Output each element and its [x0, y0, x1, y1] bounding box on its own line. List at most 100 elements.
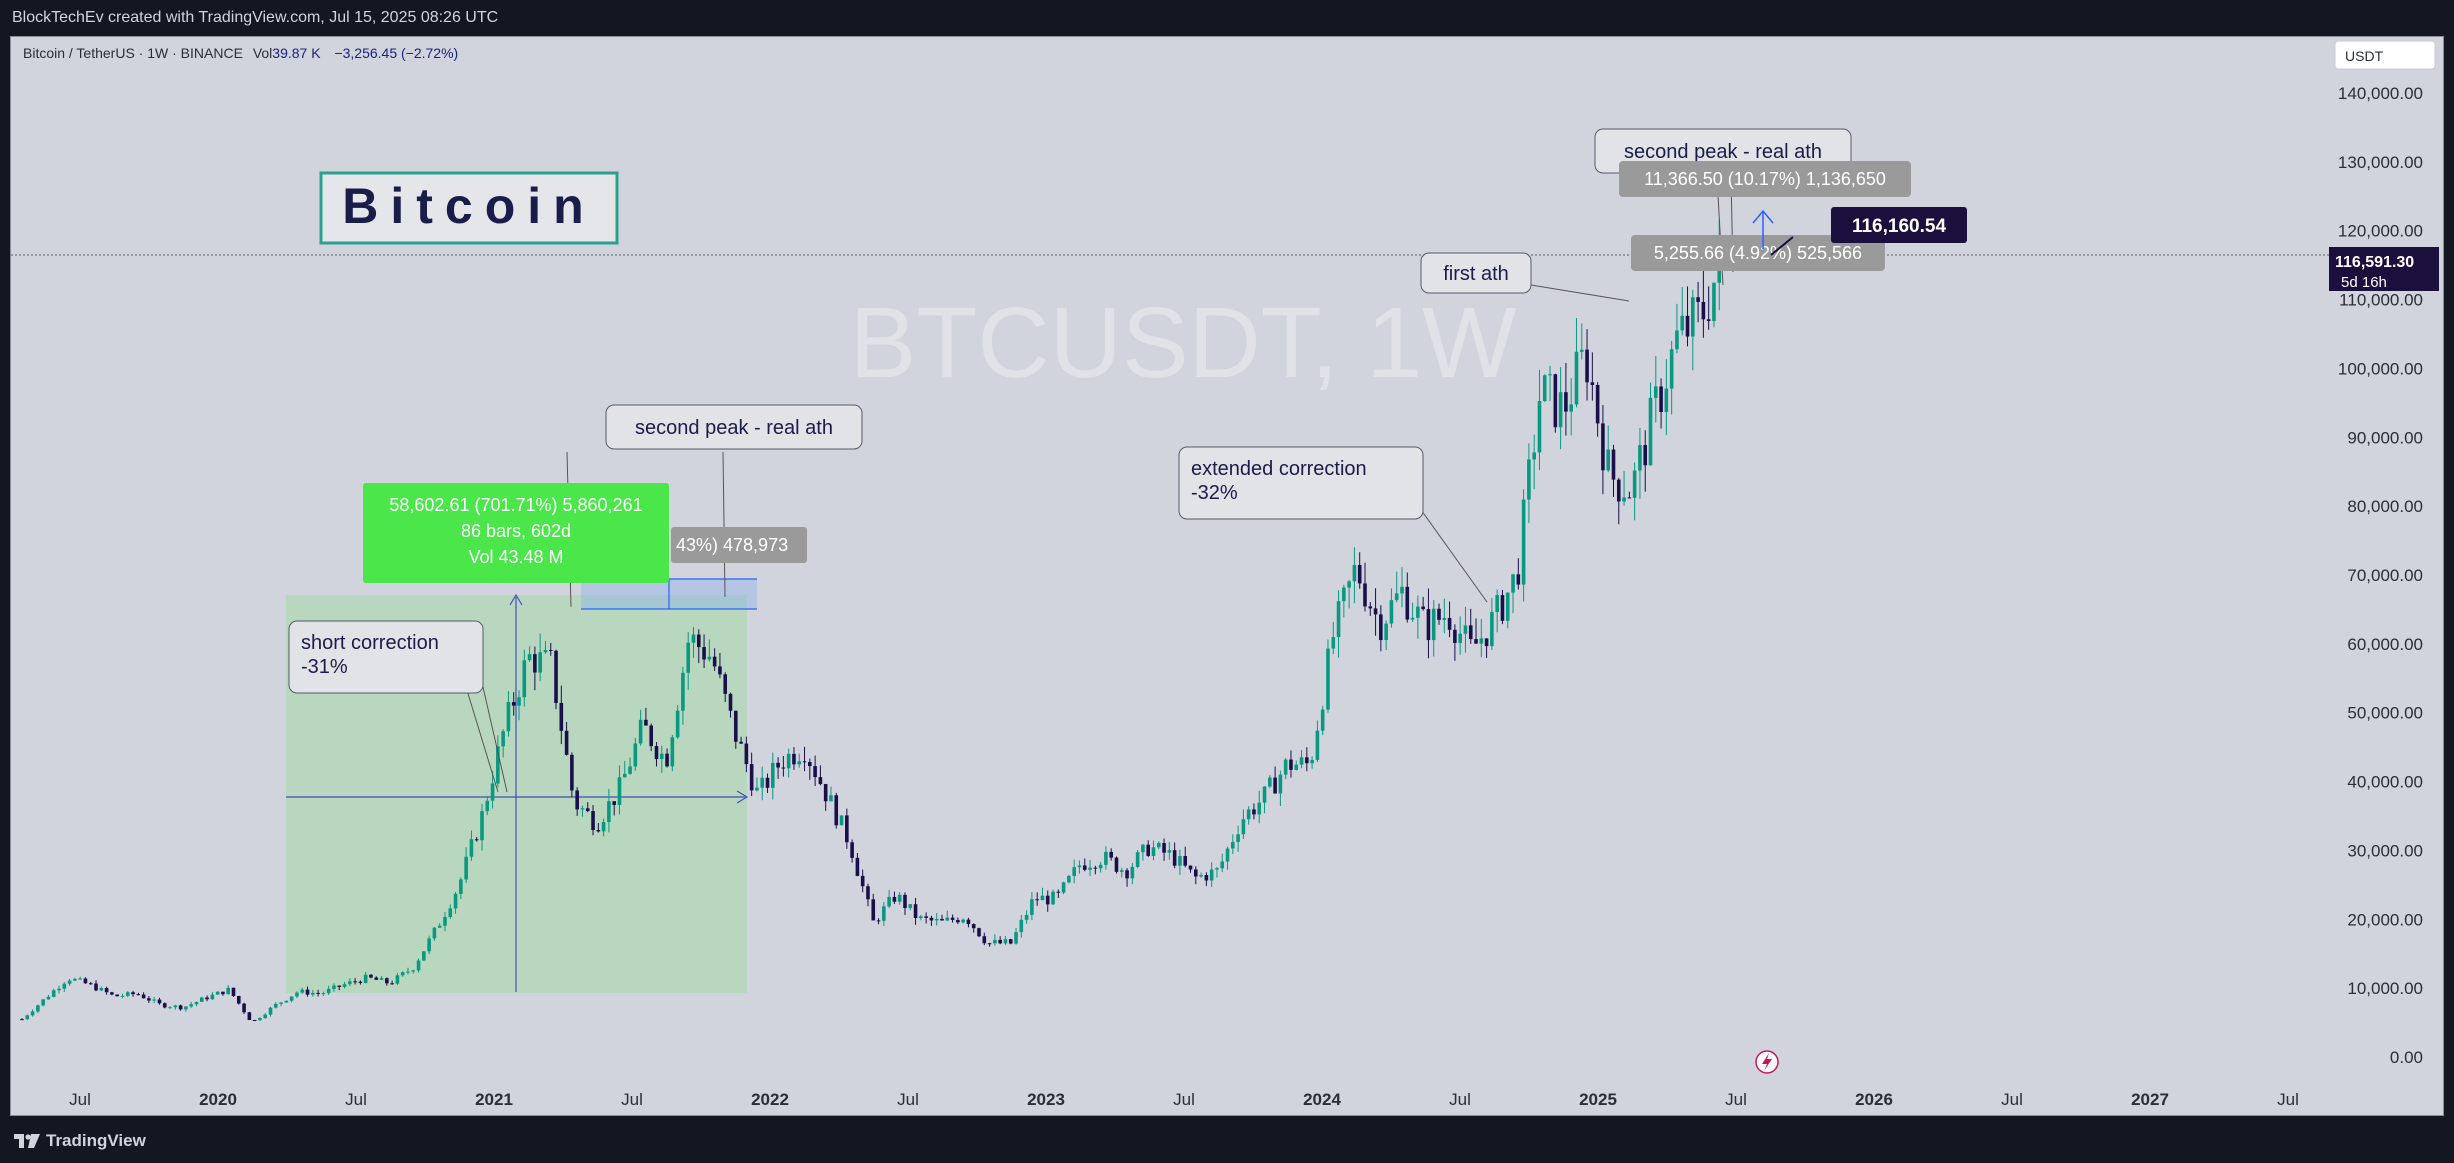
candle-body[interactable]: [1357, 565, 1362, 584]
candle-body[interactable]: [522, 660, 527, 698]
candle-body[interactable]: [1098, 864, 1103, 869]
candle-body[interactable]: [723, 674, 728, 694]
candle-body[interactable]: [422, 951, 426, 961]
candle-body[interactable]: [596, 830, 601, 832]
candle-body[interactable]: [326, 988, 331, 994]
candle-body[interactable]: [67, 980, 72, 984]
candle-body[interactable]: [1453, 629, 1457, 643]
candle-body[interactable]: [1204, 875, 1209, 881]
candle-body[interactable]: [300, 989, 305, 993]
candle-body[interactable]: [1273, 777, 1277, 794]
candle-body[interactable]: [1352, 565, 1357, 582]
candle-body[interactable]: [1437, 608, 1441, 620]
candle-body[interactable]: [802, 761, 807, 763]
candle-body[interactable]: [1193, 869, 1198, 877]
candle-body[interactable]: [1516, 574, 1521, 585]
candle-body[interactable]: [247, 1012, 252, 1021]
candle-body[interactable]: [1542, 375, 1547, 402]
candle-body[interactable]: [1400, 586, 1404, 594]
candle-body[interactable]: [273, 1003, 278, 1008]
candle-body[interactable]: [1495, 595, 1499, 613]
candle-body[interactable]: [25, 1015, 30, 1020]
candle-body[interactable]: [1416, 606, 1420, 618]
candle-body[interactable]: [226, 987, 231, 995]
candle-body[interactable]: [966, 919, 971, 925]
candle-body[interactable]: [342, 984, 347, 987]
candle-body[interactable]: [168, 1007, 172, 1009]
candle-body[interactable]: [1088, 867, 1092, 870]
candle-body[interactable]: [511, 702, 516, 706]
candle-body[interactable]: [971, 924, 976, 929]
candle-body[interactable]: [617, 777, 622, 805]
candle-body[interactable]: [88, 983, 93, 985]
candle-body[interactable]: [1696, 297, 1700, 302]
candle-body[interactable]: [57, 988, 61, 991]
candle-body[interactable]: [882, 906, 886, 921]
candle-body[interactable]: [1447, 618, 1452, 630]
candle-body[interactable]: [638, 719, 643, 744]
candle-body[interactable]: [337, 985, 342, 987]
candle-body[interactable]: [987, 943, 992, 945]
candle-body[interactable]: [305, 989, 310, 995]
candle-body[interactable]: [1109, 851, 1113, 858]
candle-body[interactable]: [1061, 882, 1066, 893]
candle-body[interactable]: [654, 746, 659, 760]
candle-body[interactable]: [115, 994, 119, 997]
candle-body[interactable]: [263, 1014, 268, 1019]
candle-body[interactable]: [612, 801, 616, 805]
candle-body[interactable]: [1553, 374, 1558, 428]
price-axis[interactable]: 0.00 10,000.00 20,000.00 30,000.00 40,000.00…: [2329, 84, 2439, 1067]
candle-body[interactable]: [490, 783, 495, 801]
candle-body[interactable]: [1035, 899, 1039, 901]
candle-body[interactable]: [1003, 939, 1008, 944]
candle-body[interactable]: [358, 981, 363, 983]
candle-body[interactable]: [850, 842, 854, 858]
candle-body[interactable]: [580, 808, 585, 810]
measure-2021-label[interactable]: [671, 527, 807, 563]
candle-body[interactable]: [1188, 865, 1193, 870]
candle-body[interactable]: [1405, 586, 1410, 620]
candle-body[interactable]: [1532, 452, 1536, 460]
candle-body[interactable]: [1215, 868, 1219, 870]
candle-body[interactable]: [1220, 861, 1225, 869]
candle-body[interactable]: [860, 875, 865, 887]
candle-body[interactable]: [1130, 866, 1135, 879]
candle-body[interactable]: [41, 999, 45, 1006]
candle-body[interactable]: [1564, 392, 1568, 412]
candle-body[interactable]: [78, 978, 82, 980]
candle-body[interactable]: [887, 896, 891, 907]
candle-body[interactable]: [1289, 759, 1293, 770]
candle-body[interactable]: [924, 916, 928, 918]
candle-body[interactable]: [332, 985, 336, 989]
candle-body[interactable]: [1500, 595, 1505, 621]
price-callout-label[interactable]: [1831, 207, 1967, 243]
candle-body[interactable]: [1442, 618, 1447, 620]
candle-body[interactable]: [1125, 870, 1129, 879]
candle-body[interactable]: [1384, 623, 1388, 641]
candle-series[interactable]: [20, 219, 1722, 1022]
candle-body[interactable]: [818, 777, 823, 785]
currency-button[interactable]: USDT: [2334, 40, 2436, 70]
candle-body[interactable]: [1241, 819, 1246, 835]
callout-extended-correction[interactable]: extended correction -32%: [1178, 446, 1488, 603]
candle-body[interactable]: [1426, 609, 1431, 641]
candle-body[interactable]: [993, 939, 997, 944]
candle-body[interactable]: [147, 998, 151, 1001]
callout-second-peak-2021[interactable]: second peak - real ath: [566, 404, 863, 608]
measure-range-label[interactable]: [363, 483, 669, 583]
candle-body[interactable]: [284, 1000, 289, 1003]
candle-body[interactable]: [1653, 386, 1658, 398]
candle-body[interactable]: [1326, 648, 1330, 710]
candle-body[interactable]: [231, 987, 236, 997]
candle-body[interactable]: [1511, 574, 1515, 593]
candle-body[interactable]: [585, 808, 590, 812]
candle-body[interactable]: [104, 988, 109, 993]
candle-body[interactable]: [1363, 583, 1367, 607]
candle-body[interactable]: [607, 801, 611, 823]
candle-body[interactable]: [1045, 895, 1050, 905]
candle-body[interactable]: [739, 741, 743, 744]
candle-body[interactable]: [1051, 891, 1055, 905]
candle-body[interactable]: [152, 999, 156, 1001]
candle-body[interactable]: [1648, 397, 1653, 466]
candle-body[interactable]: [733, 710, 738, 742]
